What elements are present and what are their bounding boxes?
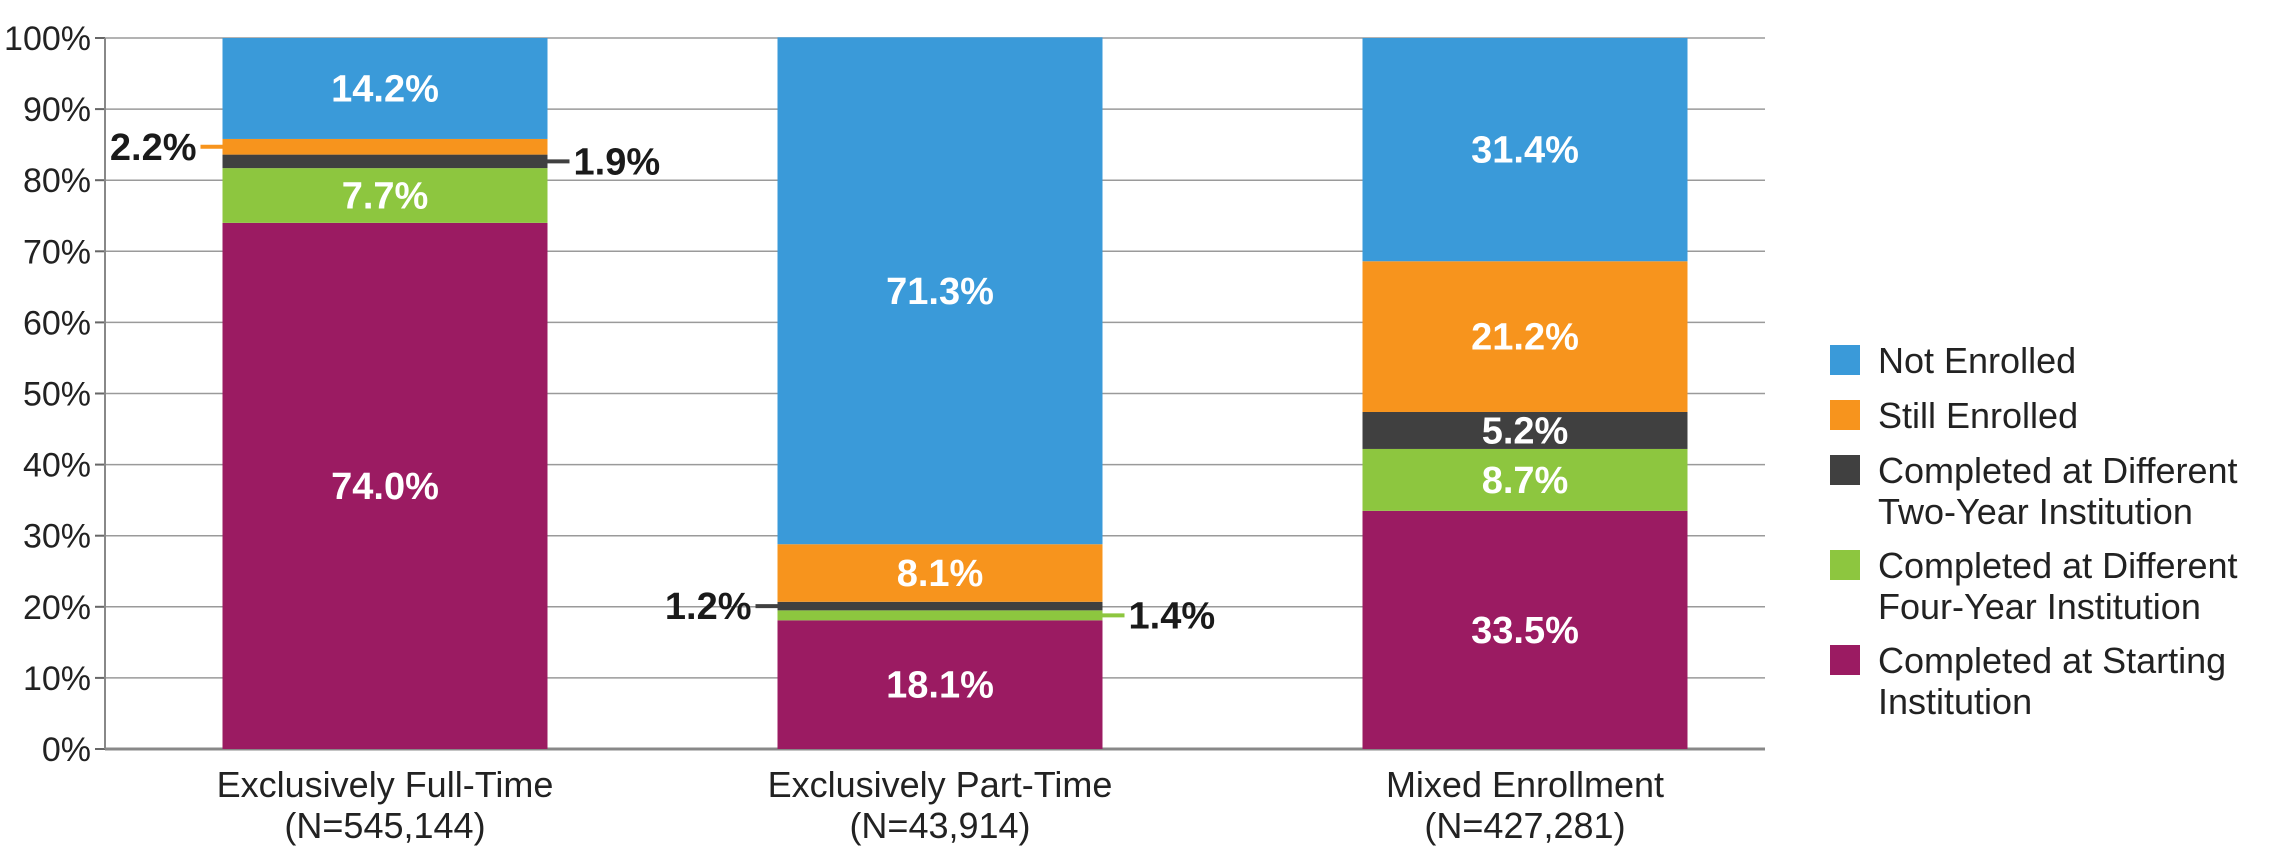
data-label: 18.1%: [886, 665, 994, 707]
data-label: 14.2%: [331, 68, 439, 110]
bar-segment-completed-at-different-four-year-institution: [222, 168, 548, 223]
data-label: 8.1%: [897, 553, 984, 595]
legend-label: Completed at Different: [1878, 545, 2238, 586]
legend-swatch-completed-at-different-two-year-institution: [1830, 455, 1860, 485]
bar-segment-still-enrolled: [1362, 261, 1688, 412]
bar-segment-not-enrolled: [1362, 38, 1688, 262]
data-label: 31.4%: [1471, 130, 1579, 172]
y-tick-label: 100%: [4, 20, 91, 58]
data-label: 2.2%: [110, 127, 197, 169]
data-label: 5.2%: [1482, 410, 1569, 452]
bar-segment-completed-at-starting-institution: [222, 222, 548, 750]
legend-swatch-still-enrolled: [1830, 400, 1860, 430]
data-label: 1.9%: [574, 141, 661, 183]
bar-segment-not-enrolled: [222, 38, 548, 139]
data-label: 1.2%: [665, 586, 752, 628]
bar-segment-not-enrolled: [777, 37, 1103, 545]
legend-label: Still Enrolled: [1878, 395, 2078, 436]
legend-swatch-not-enrolled: [1830, 345, 1860, 375]
bar-segment-completed-at-different-two-year-institution: [1362, 411, 1688, 449]
y-tick-label: 50%: [23, 376, 91, 414]
legend-label: Four-Year Institution: [1878, 586, 2201, 627]
legend-label: Not Enrolled: [1878, 340, 2076, 381]
x-category-count: (N=427,281): [1424, 805, 1625, 846]
x-category-label: Mixed Enrollment: [1386, 764, 1664, 805]
legend-label: Completed at Different: [1878, 450, 2238, 491]
bar-segment-completed-at-different-four-year-institution: [777, 610, 1103, 621]
bar-segment-completed-at-starting-institution: [1362, 510, 1688, 749]
bar-segment-still-enrolled: [222, 138, 548, 155]
y-tick-label: 20%: [23, 589, 91, 627]
y-tick-label: 40%: [23, 447, 91, 485]
bar-segment-completed-at-different-two-year-institution: [222, 154, 548, 169]
x-category-label: Exclusively Part-Time: [768, 764, 1113, 805]
y-tick-label: 30%: [23, 518, 91, 556]
legend-label: Completed at Starting: [1878, 640, 2226, 681]
bar-segment-completed-at-different-two-year-institution: [777, 601, 1103, 611]
bar-segment-completed-at-starting-institution: [777, 620, 1103, 749]
data-label: 1.4%: [1129, 595, 1216, 637]
data-label: 71.3%: [886, 271, 994, 313]
legend-label: Two-Year Institution: [1878, 491, 2193, 532]
x-category-label: Exclusively Full-Time: [217, 764, 554, 805]
bar-segment-still-enrolled: [777, 544, 1103, 602]
legend-swatch-completed-at-different-four-year-institution: [1830, 550, 1860, 580]
data-label: 74.0%: [331, 466, 439, 508]
data-label: 33.5%: [1471, 610, 1579, 652]
data-label: 8.7%: [1482, 460, 1569, 502]
y-tick-label: 80%: [23, 162, 91, 200]
y-tick-label: 10%: [23, 660, 91, 698]
data-label: 21.2%: [1471, 317, 1579, 359]
y-tick-label: 0%: [42, 731, 91, 769]
y-tick-label: 70%: [23, 233, 91, 271]
y-tick-label: 90%: [23, 91, 91, 129]
legend-swatch-completed-at-starting-institution: [1830, 645, 1860, 675]
data-label: 7.7%: [342, 175, 429, 217]
y-tick-label: 60%: [23, 304, 91, 342]
x-category-count: (N=545,144): [284, 805, 485, 846]
legend-label: Institution: [1878, 681, 2032, 722]
bar-segment-completed-at-different-four-year-institution: [1362, 448, 1688, 511]
x-category-count: (N=43,914): [849, 805, 1030, 846]
